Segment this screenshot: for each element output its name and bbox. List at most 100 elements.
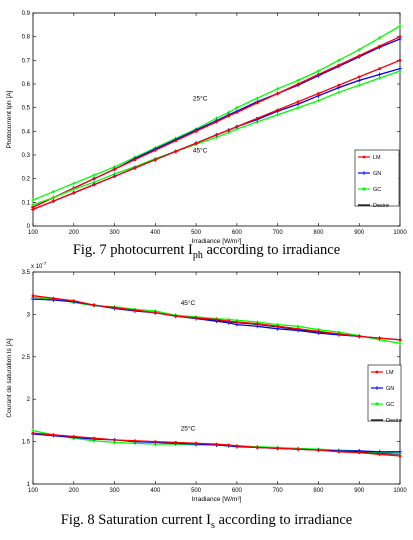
y-tick-label: 0.9 <box>22 11 31 17</box>
point-gc <box>234 318 240 323</box>
point-gc <box>357 47 362 52</box>
point-lm <box>296 100 300 104</box>
point-gc <box>30 428 36 433</box>
point-lm <box>276 446 280 450</box>
point-gc <box>30 197 36 203</box>
y-tick-label: 0.2 <box>22 177 31 183</box>
point-lm <box>296 82 300 86</box>
point-gc <box>397 68 403 74</box>
point-lm <box>215 133 218 137</box>
x-tick-label: 400 <box>150 230 161 236</box>
point-gc <box>316 68 321 74</box>
point-gc <box>234 105 240 110</box>
point-lm <box>317 92 320 95</box>
point-gc <box>214 135 219 140</box>
y-tick-label: 2 <box>27 397 31 403</box>
point-lm <box>337 83 341 87</box>
series-gn-line <box>32 433 400 453</box>
point-lm <box>235 320 239 324</box>
x-tick-label: 700 <box>273 488 284 494</box>
x-tick-label: 300 <box>110 230 121 236</box>
legend-gn-marker <box>362 171 366 175</box>
temperature-annotation: 45°C <box>193 147 208 155</box>
legend-gc-label: GC <box>373 187 381 193</box>
point-lm <box>235 111 239 114</box>
point-gc <box>336 58 342 63</box>
point-lm <box>31 208 35 211</box>
point-lm <box>194 441 198 445</box>
y-tick-label: 1.5 <box>22 440 31 446</box>
point-lm <box>113 438 116 442</box>
x-tick-label: 400 <box>150 488 161 494</box>
point-lm <box>227 443 231 447</box>
point-lm <box>378 336 382 340</box>
point-lm <box>92 177 96 181</box>
point-lm <box>215 318 218 321</box>
x-axis-label: Irradiance [W/m²] <box>192 496 242 503</box>
y-tick-label: 1 <box>27 482 31 488</box>
point-lm <box>153 311 157 315</box>
x-tick-label: 500 <box>191 488 202 494</box>
temperature-annotation: 25°C <box>193 95 208 103</box>
photocurrent-chart: 100 200 300 400 500 600 700 800 900 1000 0 0.1 0.2 0.… <box>6 11 407 245</box>
y-tick-label: 2.5 <box>22 355 31 361</box>
figure-8-caption-tail: according to irradiance <box>214 512 353 528</box>
point-lm <box>276 108 280 112</box>
series-gc-line <box>32 70 401 206</box>
point-gn <box>398 449 402 454</box>
point-lm <box>51 296 55 300</box>
legend-lm-label: LM <box>386 370 394 376</box>
figure-8-caption: Fig. 8 Saturation current Is according t… <box>0 512 413 531</box>
point-gc <box>316 98 321 103</box>
point-gc <box>214 116 219 121</box>
x-tick-label: 100 <box>28 230 39 236</box>
point-gc <box>316 327 321 332</box>
point-gc <box>255 319 260 325</box>
point-gc <box>295 105 301 110</box>
point-gc <box>112 171 117 177</box>
x-tick-label: 700 <box>273 230 284 236</box>
point-lm <box>153 440 157 443</box>
point-gc <box>255 119 260 125</box>
point-gc <box>295 324 301 329</box>
point-lm <box>72 299 76 303</box>
legend-gc-marker <box>362 187 366 191</box>
point-lm <box>255 116 259 120</box>
point-gc <box>275 322 280 327</box>
series-gc-line <box>32 25 401 201</box>
point-lm <box>337 63 341 67</box>
y-axis-label: Photocurrent Iph [A] <box>6 90 13 148</box>
point-gc <box>234 126 240 132</box>
point-lm <box>194 141 198 145</box>
point-gc <box>71 187 76 192</box>
x-tick-label: 600 <box>232 488 243 494</box>
point-lm <box>72 191 76 195</box>
y-tick-label: 0.6 <box>22 82 31 88</box>
x-tick-label: 800 <box>313 488 324 494</box>
point-lm <box>296 447 300 451</box>
point-gn <box>31 297 35 302</box>
point-lm <box>31 294 35 298</box>
point-lm <box>92 436 96 440</box>
point-lm <box>92 303 96 307</box>
point-lm <box>337 332 341 336</box>
point-lm <box>317 448 320 452</box>
point-lm <box>133 158 137 162</box>
legend-desire-label: Desire <box>373 203 389 209</box>
point-lm <box>174 139 178 143</box>
point-gc <box>91 172 97 178</box>
point-gc <box>377 75 382 81</box>
figure-8-caption-main: Fig. 8 Saturation current I <box>60 512 212 528</box>
point-lm <box>398 454 402 458</box>
point-gc <box>397 341 403 346</box>
point-gc <box>255 96 260 101</box>
point-lm <box>194 316 198 320</box>
point-lm <box>398 35 402 39</box>
point-lm <box>51 199 55 203</box>
x-tick-label: 1000 <box>393 230 407 236</box>
point-lm <box>194 129 198 133</box>
point-gc <box>71 181 76 186</box>
legend-lm-marker <box>375 370 379 374</box>
point-lm <box>337 450 341 454</box>
y-exponent-label: x 10-7 <box>31 261 47 270</box>
